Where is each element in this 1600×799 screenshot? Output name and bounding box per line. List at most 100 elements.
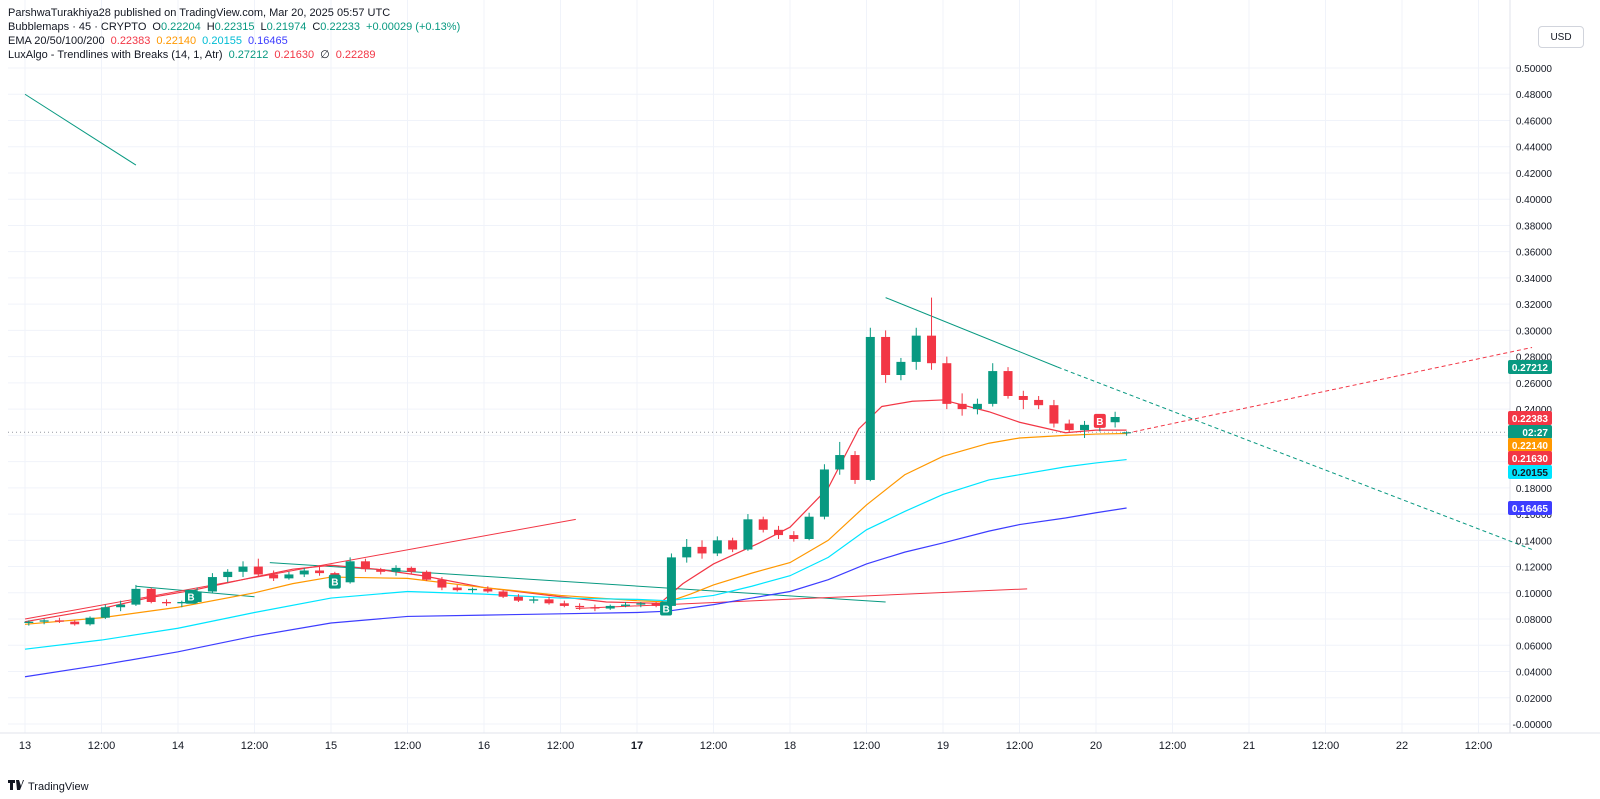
- time-tick-label: 12:00: [547, 740, 575, 752]
- currency-button[interactable]: USD: [1538, 26, 1584, 48]
- candle-body: [345, 561, 355, 583]
- ema20-value: 0.22383: [110, 35, 151, 47]
- symbol-title[interactable]: Bubblemaps · 45 · CRYPTO: [8, 21, 147, 33]
- tradingview-logo[interactable]: TradingView: [8, 780, 89, 793]
- candle-body: [498, 591, 508, 597]
- candle-body: [605, 605, 615, 609]
- break-label: B: [328, 574, 341, 589]
- candle: [651, 601, 661, 608]
- candle: [284, 571, 294, 580]
- candle-body: [1003, 371, 1013, 396]
- candle-body: [24, 621, 34, 623]
- high-label: H: [206, 21, 215, 33]
- candle: [299, 567, 309, 578]
- candle: [1064, 419, 1074, 433]
- price-tag-box: [1508, 465, 1552, 479]
- candle-body: [513, 596, 523, 601]
- candle: [636, 601, 646, 608]
- candle-body: [529, 599, 539, 601]
- candle-body: [927, 335, 937, 364]
- close-value: 0.22233: [320, 21, 361, 33]
- break-label-text: B: [1096, 417, 1103, 428]
- candle: [24, 620, 34, 626]
- candle: [927, 297, 937, 370]
- candle-body: [758, 519, 768, 530]
- time-tick-label: 12:00: [1159, 740, 1187, 752]
- price-tick-label: 0.26000: [1516, 379, 1553, 390]
- candle: [743, 514, 753, 551]
- time-tick-label: 16: [478, 740, 490, 752]
- candle-body: [238, 566, 248, 572]
- price-tag-box: [1508, 411, 1552, 425]
- time-tick-label: 13: [19, 740, 31, 752]
- ema-legend-row[interactable]: EMA 20/50/100/200 0.22383 0.22140 0.2015…: [8, 34, 460, 48]
- candle: [177, 600, 187, 608]
- candle-body: [865, 336, 875, 480]
- candle: [789, 531, 799, 542]
- break-labels-layer: B B B B: [185, 413, 1106, 616]
- candle-body: [299, 570, 309, 575]
- candle-body: [177, 601, 187, 604]
- candle-body: [1064, 423, 1074, 431]
- candle-body: [468, 588, 478, 591]
- price-tags-layer: 0.27212 0.22383 02:27 0.22140 0.21630 0.20155…: [1508, 360, 1552, 515]
- publisher-line: ParshwaTurakhiya28 published on TradingV…: [8, 7, 391, 19]
- candle-body: [284, 574, 294, 579]
- candle-body: [590, 607, 600, 609]
- time-tick-label: 12:00: [241, 740, 269, 752]
- price-tag-text: 0.22140: [1512, 441, 1549, 452]
- candle: [192, 587, 202, 604]
- candle: [575, 603, 585, 610]
- price-tag: 0.16465: [1508, 501, 1552, 515]
- candle-body: [881, 336, 891, 376]
- break-label: B: [1093, 413, 1106, 428]
- time-tick-label: 12:00: [853, 740, 881, 752]
- candle: [452, 584, 462, 592]
- candle-body: [70, 621, 80, 625]
- break-label-box: [660, 601, 673, 616]
- candle: [1049, 399, 1059, 428]
- symbol-ohlc-row: Bubblemaps · 45 · CRYPTO O0.22204 H0.223…: [8, 20, 460, 34]
- candle-body: [85, 617, 95, 625]
- ema200-value: 0.16465: [247, 35, 288, 47]
- tradingview-logo-text: TradingView: [28, 780, 89, 793]
- price-tick-label: 0.18000: [1516, 484, 1553, 495]
- candle: [896, 357, 906, 381]
- price-tag-box: [1508, 501, 1552, 515]
- time-tick-label: 12:00: [88, 740, 116, 752]
- price-tag-text: 02:27: [1522, 428, 1548, 439]
- break-label-text: B: [331, 578, 338, 589]
- price-tag: 0.22140: [1508, 438, 1552, 452]
- price-tick-label: 0.44000: [1516, 143, 1553, 154]
- candle-body: [544, 599, 554, 604]
- ema-layer: [24, 399, 1127, 678]
- candle-body: [1110, 416, 1120, 423]
- time-tick-label: 15: [325, 740, 337, 752]
- price-tag: 0.22383: [1508, 411, 1552, 425]
- ema-line: [24, 507, 1127, 678]
- candle-body: [819, 469, 829, 517]
- price-tick-label: 0.46000: [1516, 116, 1553, 127]
- candle: [942, 356, 952, 410]
- candle-body: [131, 588, 141, 605]
- candle: [498, 590, 508, 599]
- price-tick-label: 0.36000: [1516, 248, 1553, 259]
- candle: [100, 604, 110, 620]
- price-tag-box: [1508, 438, 1552, 452]
- candle-body: [774, 529, 784, 536]
- candle: [850, 451, 860, 484]
- price-tick-label: 0.34000: [1516, 274, 1553, 285]
- candle-body: [39, 620, 49, 622]
- lux-upper-value: 0.27212: [228, 49, 269, 61]
- candle-body: [376, 569, 386, 572]
- time-tick-label: 19: [937, 740, 949, 752]
- candle-body: [1122, 432, 1132, 434]
- time-tick-label: 12:00: [1312, 740, 1340, 752]
- price-tick-label: 0.12000: [1516, 563, 1553, 574]
- candle: [437, 577, 447, 591]
- candle-body: [697, 546, 707, 554]
- candle-body: [1034, 399, 1044, 406]
- candle: [39, 619, 49, 625]
- luxalgo-legend-row[interactable]: LuxAlgo - Trendlines with Breaks (14, 1,…: [8, 48, 460, 62]
